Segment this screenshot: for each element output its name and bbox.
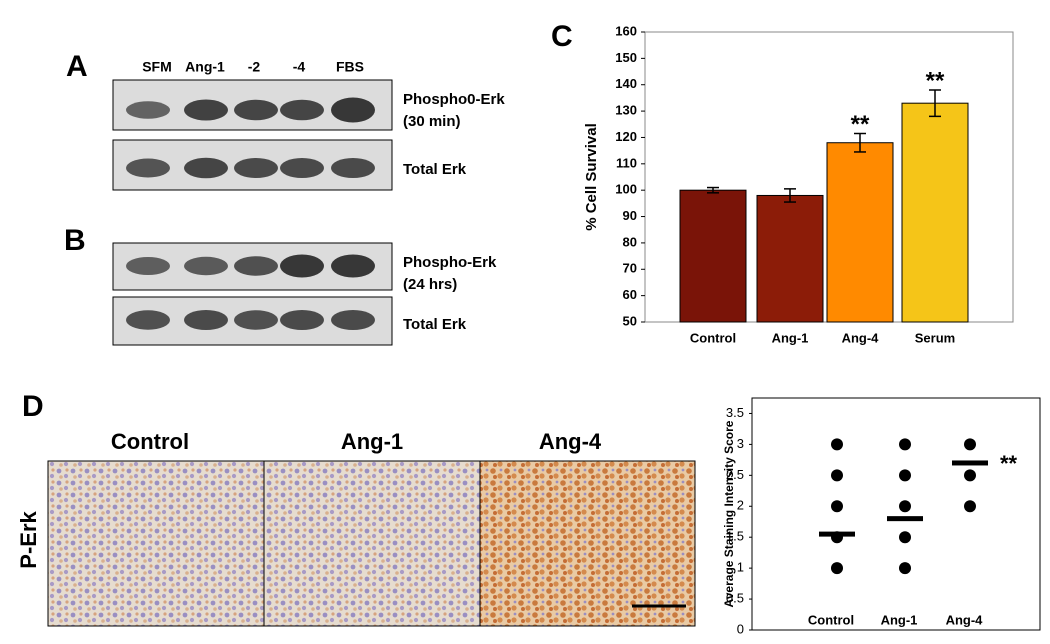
blot-band	[280, 310, 324, 330]
y-tick-label: 80	[623, 234, 637, 249]
y-tick-label: 3	[737, 436, 744, 451]
y-axis-title: % Cell Survival	[583, 123, 600, 231]
column-label: Ang-1	[341, 429, 403, 454]
y-tick-label: 100	[615, 182, 637, 197]
x-tick-label: Ang-1	[881, 612, 918, 627]
blot-band	[126, 101, 170, 119]
mean-bar	[952, 460, 988, 466]
blot-band	[331, 97, 375, 123]
y-tick-label: 0	[737, 621, 744, 636]
data-point	[831, 500, 843, 513]
blot-band	[184, 157, 228, 179]
histology-image	[479, 460, 696, 627]
y-axis-title: Average Staining Intensity Score	[722, 420, 736, 607]
data-point	[831, 469, 843, 482]
significance: **	[926, 67, 945, 94]
blot-band	[280, 254, 324, 278]
x-tick-label: Control	[808, 612, 854, 627]
data-point	[964, 438, 976, 451]
y-tick-label: 60	[623, 287, 637, 302]
blot-band	[280, 99, 324, 121]
blot-label: Total Erk	[403, 161, 467, 178]
bar	[679, 189, 747, 323]
y-tick-label: 110	[616, 155, 637, 170]
blot-band	[331, 310, 375, 330]
lane-label: Ang-1	[185, 59, 225, 75]
x-tick-label: Ang-4	[946, 612, 984, 627]
y-tick-label: 150	[615, 50, 637, 65]
significance: **	[1000, 451, 1018, 476]
column-label: Ang-4	[539, 429, 602, 454]
data-point	[899, 562, 911, 575]
y-tick-label: 2	[737, 498, 744, 513]
lane-label: SFM	[142, 59, 172, 75]
row-label: P-Erk	[16, 511, 41, 569]
y-tick-label: 160	[615, 23, 637, 38]
y-tick-label: 3.5	[726, 405, 744, 420]
mean-bar	[819, 531, 855, 537]
y-tick-label: 1.5	[726, 529, 744, 544]
y-tick-label: 90	[623, 208, 637, 223]
blot-label: Phospho0-Erk	[403, 91, 505, 108]
bar	[901, 102, 969, 323]
blot-label: Phospho-Erk	[403, 254, 497, 271]
mean-bar	[887, 516, 923, 522]
panel-label: C	[551, 20, 573, 53]
data-point	[899, 500, 911, 513]
blot-label: (30 min)	[403, 113, 461, 130]
panel-label: D	[22, 390, 44, 423]
data-point	[964, 469, 976, 482]
blot-band	[234, 99, 278, 121]
x-tick-label: Ang-4	[842, 330, 880, 345]
significance: **	[851, 111, 870, 138]
data-point	[831, 438, 843, 451]
blot-band	[234, 256, 278, 276]
bar	[826, 142, 894, 323]
blot-band	[126, 257, 170, 275]
blot-band	[234, 310, 278, 330]
blot-band	[331, 158, 375, 178]
bar	[756, 194, 824, 323]
column-label: Control	[111, 429, 189, 454]
y-tick-label: 50	[623, 313, 637, 328]
y-tick-label: 0.5	[726, 591, 744, 606]
panel-label: A	[66, 50, 88, 83]
lane-label: -4	[293, 59, 306, 75]
y-tick-label: 140	[615, 76, 637, 91]
blot-band	[331, 254, 375, 278]
data-point	[964, 500, 976, 513]
y-tick-label: 2.5	[726, 467, 744, 482]
western-blots	[112, 79, 393, 346]
panel-label: B	[64, 224, 86, 257]
plot-area	[751, 397, 1041, 631]
histology-image	[47, 460, 265, 627]
blot-band	[126, 310, 170, 330]
blot-band	[184, 256, 228, 276]
y-tick-label: 130	[615, 103, 637, 118]
lane-label: FBS	[336, 59, 364, 75]
x-tick-label: Control	[690, 330, 736, 345]
blot-label: Total Erk	[403, 316, 467, 333]
data-point	[899, 531, 911, 544]
data-point	[899, 469, 911, 482]
data-point	[831, 562, 843, 575]
histology-image	[263, 460, 481, 627]
blot-label: (24 hrs)	[403, 276, 457, 293]
blot-band	[280, 158, 324, 178]
x-tick-label: Ang-1	[772, 330, 809, 345]
y-tick-label: 1	[737, 560, 744, 575]
blot-band	[184, 99, 228, 121]
blot-band	[126, 158, 170, 178]
blot-band	[184, 310, 228, 330]
y-tick-label: 70	[623, 261, 637, 276]
blot-band	[234, 158, 278, 178]
x-tick-label: Serum	[915, 330, 955, 345]
y-tick-label: 120	[615, 129, 637, 144]
lane-label: -2	[248, 59, 261, 75]
data-point	[899, 438, 911, 451]
